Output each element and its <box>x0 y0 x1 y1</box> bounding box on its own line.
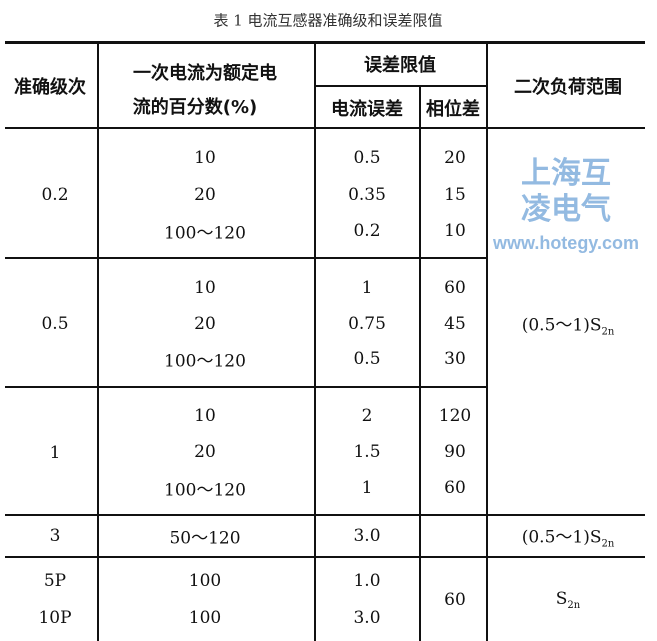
cell-primary: 10 <box>194 406 216 426</box>
header-current-error: 电流误差 <box>331 99 403 120</box>
table-caption: 表 1 电流互感器准确级和误差限值 <box>213 11 443 30</box>
cell-primary: 100～120 <box>164 351 246 372</box>
rule-row <box>5 386 487 388</box>
header-primary-line2: 流的百分数(%) <box>132 97 258 118</box>
rule-row <box>5 556 645 558</box>
cell-phase: 20 <box>444 148 466 168</box>
cell-primary: 20 <box>194 314 216 334</box>
cell-current: 2 <box>361 406 373 426</box>
watermark: 上海互凌电气 www.hotegy.com <box>491 156 641 254</box>
cell-phase: 30 <box>444 349 466 369</box>
cell-phase: 60 <box>444 478 466 498</box>
cell-phase: 10 <box>444 221 466 241</box>
cell-current: 0.2 <box>353 221 381 241</box>
cell-class: 3 <box>49 526 61 546</box>
burden-text: S <box>555 588 568 609</box>
watermark-name: 上海互凌电气 <box>521 156 611 227</box>
rule-header-bottom <box>5 127 645 129</box>
cell-primary: 100 <box>188 571 222 591</box>
cell-class: 10P <box>38 608 72 628</box>
col-divider <box>419 86 421 641</box>
cell-current: 0.35 <box>348 185 386 205</box>
cell-phase: 45 <box>444 314 466 334</box>
cell-class: 0.2 <box>41 185 69 205</box>
cell-class: 0.5 <box>41 314 69 334</box>
cell-phase: 60 <box>444 278 466 298</box>
cell-current: 0.5 <box>353 349 381 369</box>
cell-primary: 100 <box>188 608 222 628</box>
cell-class: 1 <box>49 443 61 463</box>
col-divider <box>314 42 316 641</box>
rule-top <box>5 41 645 44</box>
col-divider <box>97 42 99 641</box>
cell-primary: 10 <box>194 148 216 168</box>
cell-primary: 100～120 <box>164 480 246 501</box>
cell-current: 3.0 <box>353 608 381 628</box>
cell-phase: 90 <box>444 442 466 462</box>
cell-burden: (0.5～1)S2n <box>522 310 615 337</box>
burden-text: (0.5～1)S <box>521 315 602 336</box>
cell-primary: 100～120 <box>164 223 246 244</box>
cell-current: 1 <box>361 278 373 298</box>
header-burden: 二次负荷范围 <box>514 77 622 98</box>
watermark-url: www.hotegy.com <box>492 233 639 253</box>
cell-current: 1 <box>361 478 373 498</box>
cell-primary: 50～120 <box>169 528 241 549</box>
col-divider <box>486 42 488 641</box>
cell-primary: 10 <box>194 278 216 298</box>
burden-subscript: 2n <box>601 538 615 550</box>
rule-row <box>5 257 487 259</box>
header-error-limits: 误差限值 <box>364 55 436 76</box>
burden-subscript: 2n <box>567 600 581 612</box>
cell-current: 0.5 <box>353 148 381 168</box>
cell-phase: 60 <box>444 590 466 610</box>
cell-phase: 15 <box>444 185 466 205</box>
header-class: 准确级次 <box>14 77 86 98</box>
cell-phase: 120 <box>438 406 472 426</box>
burden-text: (0.5～1)S <box>521 527 602 548</box>
cell-burden: S2n <box>556 589 580 611</box>
header-primary-line1: 一次电流为额定电 <box>133 63 277 84</box>
cell-primary: 20 <box>194 442 216 462</box>
cell-current: 1.5 <box>353 442 381 462</box>
cell-burden: (0.5～1)S2n <box>522 522 615 549</box>
cell-current: 3.0 <box>353 526 381 546</box>
cell-class: 5P <box>43 571 67 591</box>
cell-primary: 20 <box>194 185 216 205</box>
header-phase-error: 相位差 <box>426 99 480 120</box>
cell-current: 0.75 <box>348 314 386 334</box>
burden-subscript: 2n <box>601 326 615 338</box>
rule-row <box>5 514 645 516</box>
rule-subheader <box>315 85 487 87</box>
cell-current: 1.0 <box>353 571 381 591</box>
